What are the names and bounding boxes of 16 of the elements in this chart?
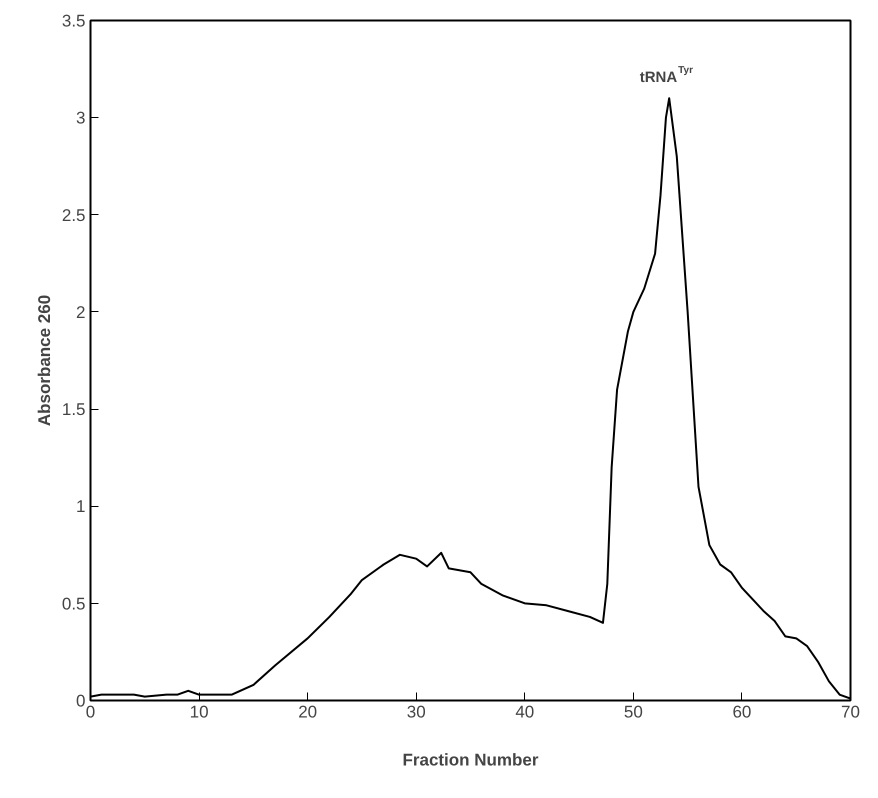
x-tick-label: 40 (515, 702, 534, 722)
x-tick-label: 30 (406, 702, 426, 722)
y-tick-label: 0.5 (62, 594, 86, 614)
y-tick-label: 1.5 (62, 400, 86, 420)
y-tick-label: 3.5 (62, 12, 86, 30)
y-tick-label: 3 (76, 108, 86, 128)
x-tick-label: 50 (624, 702, 643, 722)
y-tick-label: 1 (76, 497, 86, 516)
y-tick-label: 2.5 (62, 206, 86, 225)
y-tick-label: 2 (76, 302, 86, 322)
x-tick-label: 60 (732, 702, 752, 722)
x-tick-label: 70 (841, 702, 860, 722)
y-axis-title: Absorbance 260 (34, 294, 54, 426)
x-axis-title: Fraction Number (402, 750, 539, 770)
x-tick-label: 10 (190, 702, 209, 722)
x-tick-label: 20 (298, 702, 318, 722)
